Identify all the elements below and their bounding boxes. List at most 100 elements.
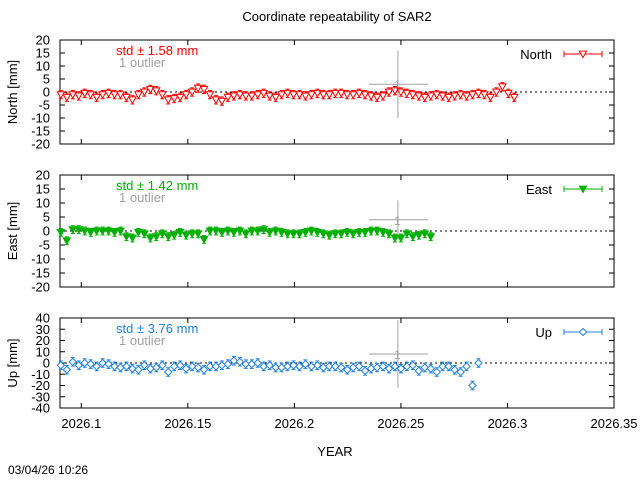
data-point — [271, 227, 281, 236]
data-point — [151, 233, 161, 242]
data-point — [157, 360, 167, 370]
data-point — [74, 226, 84, 235]
data-point — [336, 230, 346, 239]
data-point — [116, 363, 125, 372]
data-point — [324, 91, 334, 100]
x-tick-label: 2026.1 — [61, 416, 101, 431]
y-tick-label: -20 — [31, 137, 50, 152]
data-point — [92, 227, 102, 236]
data-point — [342, 229, 352, 238]
data-point — [235, 357, 245, 367]
data-point — [56, 229, 66, 238]
data-point — [390, 87, 400, 96]
x-tick-label: 2026.2 — [275, 416, 315, 431]
x-axis-label: YEAR — [317, 444, 352, 459]
data-point — [68, 91, 78, 100]
data-point — [318, 230, 328, 239]
data-point — [491, 88, 501, 97]
data-point — [426, 233, 436, 242]
data-point — [56, 360, 66, 370]
y-tick-label: -20 — [31, 280, 50, 295]
data-point — [277, 91, 287, 100]
data-point — [289, 230, 298, 239]
data-point — [217, 229, 227, 238]
y-axis-label: East [mm] — [5, 202, 20, 261]
data-point — [438, 362, 447, 371]
data-point — [74, 92, 84, 101]
data-point — [62, 237, 72, 246]
data-point — [223, 93, 233, 102]
data-point — [468, 91, 477, 100]
data-point — [396, 364, 406, 373]
data-point — [62, 365, 72, 375]
data-point — [169, 95, 179, 104]
data-point — [372, 93, 382, 102]
y-tick-label: -10 — [31, 252, 50, 267]
data-point — [181, 231, 191, 240]
data-point — [306, 91, 316, 100]
data-point — [306, 227, 316, 236]
data-point — [193, 230, 203, 239]
data-point — [127, 234, 137, 243]
data-point — [289, 91, 298, 100]
y-tick-label: 5 — [43, 210, 50, 225]
data-point — [348, 91, 358, 100]
data-point — [92, 93, 102, 102]
data-point — [283, 89, 293, 98]
outlier-marker: 1 — [394, 348, 401, 362]
data-point — [336, 89, 346, 98]
y-tick-label: -5 — [38, 238, 50, 253]
data-point — [354, 229, 364, 238]
data-point — [509, 93, 519, 102]
data-point — [133, 91, 143, 100]
data-point — [139, 88, 149, 97]
std-label: std ± 1.58 mm — [116, 43, 198, 58]
data-point — [456, 91, 466, 100]
data-point — [98, 91, 108, 100]
data-point — [390, 362, 400, 371]
outlier-label: 1 outlier — [119, 55, 166, 70]
data-point — [378, 362, 388, 371]
data-point — [313, 360, 322, 370]
data-point — [259, 89, 269, 98]
data-point — [199, 86, 209, 95]
y-tick-label: -10 — [31, 367, 50, 382]
data-point — [68, 226, 78, 235]
data-point — [104, 89, 114, 98]
data-point — [265, 360, 274, 370]
data-point — [330, 89, 340, 98]
data-point — [134, 365, 143, 375]
data-point — [360, 229, 370, 238]
data-point — [241, 359, 251, 369]
data-point — [283, 230, 293, 239]
data-point — [205, 227, 215, 236]
data-point — [432, 91, 442, 100]
data-point — [199, 236, 209, 245]
data-point — [253, 227, 263, 236]
data-point — [414, 231, 424, 240]
x-tick-label: 2026.35 — [591, 416, 638, 431]
data-point — [265, 92, 275, 101]
data-point — [384, 230, 394, 239]
data-point — [414, 366, 424, 376]
data-point — [301, 229, 310, 238]
data-point — [462, 92, 472, 101]
data-point — [181, 364, 191, 373]
data-point — [80, 227, 90, 236]
data-point — [324, 231, 334, 240]
data-point — [175, 93, 185, 102]
data-point — [62, 93, 72, 102]
data-point — [474, 358, 483, 368]
data-point — [211, 96, 221, 105]
data-point — [133, 229, 143, 238]
data-point — [122, 233, 131, 242]
data-point — [318, 91, 328, 100]
data-point — [444, 93, 454, 102]
data-point — [408, 233, 418, 242]
data-point — [211, 362, 221, 371]
y-tick-label: -5 — [38, 98, 50, 113]
data-point — [468, 381, 477, 390]
data-point — [366, 227, 376, 236]
